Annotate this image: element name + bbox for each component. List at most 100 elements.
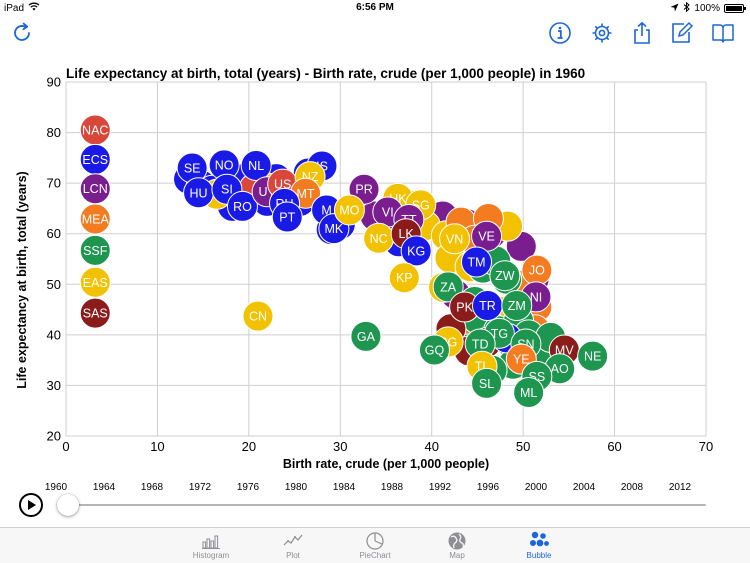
year-label: 1992 xyxy=(428,482,452,493)
tab-map[interactable]: Map xyxy=(416,528,498,563)
bubble-ve: VE xyxy=(471,220,503,252)
bubble-label: M xyxy=(321,203,331,217)
line-plot-icon xyxy=(283,534,303,546)
year-label: 1996 xyxy=(476,482,500,493)
tab-histogram[interactable]: Histogram xyxy=(170,528,252,563)
play-button[interactable] xyxy=(19,493,43,517)
x-tick-label: 10 xyxy=(150,439,164,454)
bubble-tr: TR xyxy=(471,290,503,322)
legend-entry-nac: NAC xyxy=(79,114,111,146)
bubble-label: LCN xyxy=(83,182,108,196)
bubble-label: EAS xyxy=(83,276,108,290)
bubble-label: GQ xyxy=(425,344,445,358)
compose-icon xyxy=(672,21,694,43)
legend-entry-lcn: LCN xyxy=(79,173,111,205)
tab-piechart[interactable]: PieChart xyxy=(334,528,416,563)
bubble-gq: GQ xyxy=(418,334,450,366)
y-axis-ticks: 20 30 40 50 60 70 80 90 xyxy=(47,75,61,444)
bubble-label: TR xyxy=(479,299,496,313)
y-tick-label: 30 xyxy=(47,378,61,393)
bubble-circle xyxy=(79,234,111,266)
share-icon xyxy=(634,21,650,44)
y-tick-label: 60 xyxy=(47,226,61,241)
bubble-circle xyxy=(388,262,420,294)
bubble-zm: ZM xyxy=(501,290,533,322)
bubble-label: MO xyxy=(339,203,359,217)
bubble-label: SSF xyxy=(83,244,108,258)
bluetooth-icon xyxy=(683,1,691,15)
bubble-label: TG xyxy=(491,327,508,341)
y-tick-label: 90 xyxy=(47,75,61,90)
status-bar: iPad 6:56 PM 100% xyxy=(0,0,750,16)
bubble-label: SI xyxy=(221,183,233,197)
bubble-label: VI xyxy=(382,205,394,219)
bubble-circle xyxy=(79,297,111,329)
tab-plot[interactable]: Plot xyxy=(252,528,334,563)
histogram-icon xyxy=(202,535,220,549)
x-tick-label: 40 xyxy=(424,439,438,454)
refresh-button[interactable] xyxy=(9,20,35,46)
bubble-label: ZM xyxy=(508,299,526,313)
book-button[interactable] xyxy=(710,20,736,46)
bubble-label: CN xyxy=(249,310,267,324)
year-slider-thumb[interactable] xyxy=(57,494,79,516)
bubble-chart: Life expectancy at birth, total (years) … xyxy=(15,66,713,471)
bubble-circle xyxy=(471,367,503,399)
bubble-circle xyxy=(418,334,450,366)
legend-entry-ssf: SSF xyxy=(79,234,111,266)
bubble-label: SL xyxy=(479,377,494,391)
year-label: 1968 xyxy=(140,482,164,493)
bubble-label: AO xyxy=(551,362,569,376)
bubble-cn: CN xyxy=(242,300,274,332)
bubble-vn: VN xyxy=(439,223,471,255)
refresh-icon xyxy=(14,22,30,41)
year-label: 1984 xyxy=(332,482,356,493)
settings-button[interactable] xyxy=(589,20,615,46)
bubble-nl: NL xyxy=(240,149,272,181)
bubble-label: PT xyxy=(279,211,295,225)
y-tick-label: 50 xyxy=(47,277,61,292)
bubble-label: MEA xyxy=(82,213,110,227)
edit-button[interactable] xyxy=(669,20,695,46)
share-button[interactable] xyxy=(629,20,655,46)
bubble-circle xyxy=(350,320,382,352)
bubble-se: SE xyxy=(176,152,208,184)
bubble-circle xyxy=(439,223,471,255)
bubble-label: PR xyxy=(355,183,372,197)
battery-percent: 100% xyxy=(694,3,720,14)
bubble-kg: KG xyxy=(400,235,432,267)
tab-label: PieChart xyxy=(359,551,391,560)
year-label: 2004 xyxy=(572,482,596,493)
bubble-label: VN xyxy=(446,232,463,246)
tab-bubble[interactable]: Bubble xyxy=(498,528,580,563)
x-tick-label: 20 xyxy=(242,439,256,454)
bubble-circle xyxy=(400,235,432,267)
bubble-zw: ZW xyxy=(489,260,521,292)
bubble-no: NO xyxy=(208,149,240,181)
year-slider-track[interactable] xyxy=(66,504,706,506)
y-tick-label: 40 xyxy=(47,327,61,342)
bubble-nc: NC xyxy=(363,222,395,254)
pie-chart-icon xyxy=(366,532,384,550)
bubble-label: IS xyxy=(316,159,328,173)
year-label: 1964 xyxy=(92,482,116,493)
book-icon xyxy=(712,24,734,43)
bubble-circle xyxy=(501,290,533,322)
bubble-ml: ML xyxy=(513,377,545,409)
year-label: 1988 xyxy=(380,482,404,493)
bubble-tm: TM xyxy=(461,246,493,278)
bubble-label: TD xyxy=(472,337,489,351)
info-button[interactable] xyxy=(547,20,573,46)
bubble-label: VE xyxy=(478,230,495,244)
tab-label: Bubble xyxy=(526,551,552,560)
tab-label: Histogram xyxy=(192,551,230,560)
bubble-label: ZA xyxy=(440,280,457,294)
bubble-circle xyxy=(461,246,493,278)
year-label: 2000 xyxy=(524,482,548,493)
bubble-mo: MO xyxy=(333,194,365,226)
tab-bar: Histogram Plot PieChart Map Bubble xyxy=(0,527,750,563)
x-axis-label: Birth rate, crude (per 1,000 people) xyxy=(283,457,489,471)
legend-entry-eas: EAS xyxy=(79,266,111,298)
